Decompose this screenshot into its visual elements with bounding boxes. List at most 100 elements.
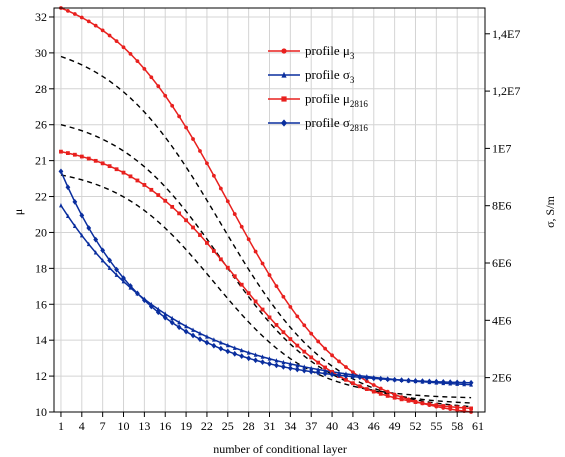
data-point-marker	[302, 349, 307, 354]
data-point-marker	[392, 392, 397, 397]
data-point-marker	[141, 297, 147, 304]
data-point-marker	[148, 303, 154, 310]
data-point-marker	[66, 151, 70, 155]
x-tick-label: 1	[58, 419, 64, 433]
data-point-marker	[378, 391, 383, 396]
data-point-marker	[294, 366, 300, 373]
data-point-marker	[205, 161, 209, 166]
x-tick-label: 13	[138, 419, 150, 433]
data-point-marker	[315, 369, 321, 376]
y-right-tick-label: 6E6	[492, 256, 511, 270]
data-point-marker	[434, 403, 439, 408]
data-point-marker	[420, 401, 425, 406]
x-axis-title: number of conditional layer	[213, 442, 347, 456]
data-point-marker	[316, 339, 321, 344]
data-point-marker	[184, 218, 188, 223]
data-point-marker	[309, 365, 314, 371]
data-point-marker	[287, 365, 293, 372]
legend-label: profile σ3	[305, 67, 355, 85]
data-point-marker	[469, 406, 473, 411]
data-point-marker	[280, 119, 288, 127]
x-tick-label: 37	[305, 419, 317, 433]
legend-label: profile μ3	[305, 43, 355, 61]
data-point-marker	[239, 353, 245, 360]
data-point-marker	[79, 232, 84, 238]
x-tick-label: 16	[159, 419, 171, 433]
legend-label: profile μ2816	[305, 91, 368, 109]
data-point-marker	[211, 342, 217, 349]
data-point-marker	[198, 330, 202, 336]
y-left-tick-label: 21	[35, 154, 47, 168]
data-point-marker	[66, 213, 70, 218]
data-point-marker	[350, 373, 356, 380]
data-point-marker	[253, 357, 258, 364]
data-point-marker	[184, 125, 188, 130]
data-point-marker	[232, 345, 237, 350]
data-point-marker	[413, 400, 418, 404]
x-tick-label: 52	[409, 419, 421, 433]
data-point-marker	[455, 405, 460, 410]
data-point-marker	[253, 352, 258, 357]
data-point-marker	[162, 314, 168, 321]
data-point-marker	[93, 236, 99, 243]
data-point-marker	[337, 359, 341, 364]
data-point-marker	[72, 223, 77, 228]
data-point-marker	[86, 156, 91, 161]
data-point-marker	[364, 387, 369, 391]
data-point-marker	[155, 309, 161, 316]
y-right-tick-label: 2E6	[492, 371, 511, 385]
data-point-marker	[344, 365, 348, 369]
data-point-marker	[191, 137, 195, 141]
y-left-tick-label: 14	[35, 333, 47, 347]
data-point-marker	[121, 279, 126, 284]
data-point-marker	[72, 152, 77, 157]
data-point-marker	[163, 311, 168, 316]
dashed-reference-line	[60, 174, 472, 399]
data-point-marker	[323, 365, 328, 370]
y-right-tick-label: 1,2E7	[492, 84, 520, 98]
x-tick-label: 43	[347, 419, 359, 433]
data-point-marker	[135, 178, 140, 183]
x-tick-label: 46	[368, 419, 380, 433]
data-point-marker	[343, 373, 349, 379]
data-point-marker	[156, 193, 161, 197]
x-tick-label: 40	[326, 419, 338, 433]
data-point-marker	[309, 331, 314, 336]
legend: profile μ3 profile σ3 profile μ2816 profile…	[268, 43, 368, 133]
data-point-marker	[86, 225, 92, 231]
data-point-marker	[176, 324, 182, 331]
data-point-marker	[183, 328, 189, 335]
y-left-tick-label: 18	[35, 261, 47, 275]
data-point-marker	[371, 389, 376, 394]
data-point-marker	[163, 198, 168, 203]
data-point-marker	[274, 362, 279, 369]
data-point-marker	[351, 370, 355, 375]
x-tick-label: 19	[180, 419, 192, 433]
data-point-marker	[378, 375, 384, 382]
data-point-marker	[65, 184, 71, 191]
data-point-marker	[267, 315, 272, 320]
data-point-marker	[156, 306, 161, 312]
data-point-marker	[79, 212, 85, 219]
data-point-marker	[399, 397, 404, 402]
data-point-marker	[211, 173, 216, 178]
data-point-marker	[281, 330, 286, 335]
data-point-marker	[281, 363, 286, 370]
x-tick-label: 22	[201, 419, 213, 433]
data-point-marker	[309, 355, 314, 360]
data-point-marker	[225, 342, 230, 348]
data-point-marker	[239, 347, 244, 353]
dashed-reference-line	[60, 124, 472, 404]
data-point-marker	[128, 52, 133, 56]
data-point-marker	[107, 257, 113, 264]
data-point-marker	[100, 161, 105, 166]
data-point-marker	[274, 284, 279, 289]
data-point-marker	[267, 356, 272, 361]
data-point-marker	[406, 398, 411, 403]
data-point-marker	[281, 48, 287, 54]
data-point-marker	[142, 67, 147, 71]
data-point-marker	[79, 154, 84, 159]
data-point-marker	[357, 374, 363, 381]
data-point-marker	[260, 354, 265, 359]
